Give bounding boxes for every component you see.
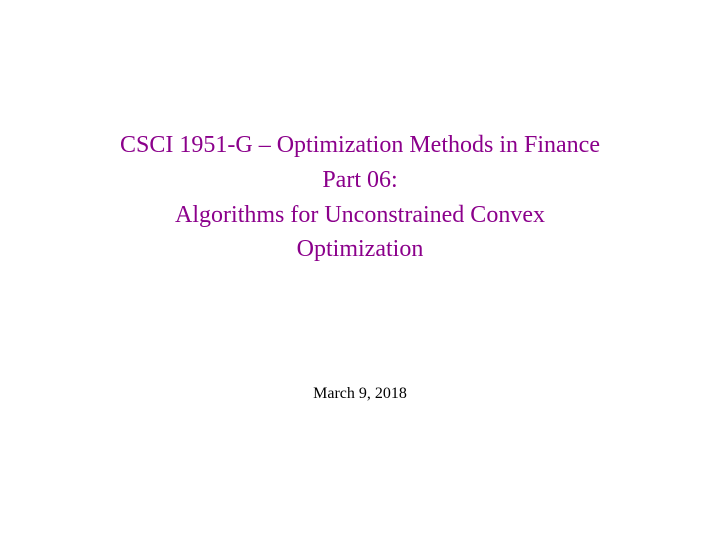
slide-title: CSCI 1951-G – Optimization Methods in Fi…	[120, 128, 600, 267]
title-line-3: Algorithms for Unconstrained Convex	[120, 198, 600, 233]
title-line-2: Part 06:	[120, 163, 600, 198]
title-line-1: CSCI 1951-G – Optimization Methods in Fi…	[120, 128, 600, 163]
title-line-4: Optimization	[120, 232, 600, 267]
slide-date: March 9, 2018	[313, 385, 407, 403]
